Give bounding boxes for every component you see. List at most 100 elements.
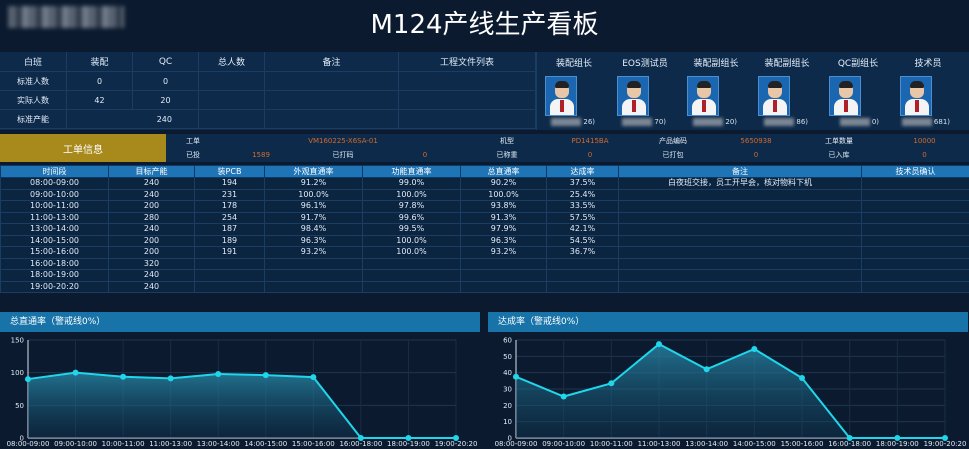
summary-cell <box>265 91 399 110</box>
column-header: 功能直通率 <box>362 165 461 178</box>
company-logo <box>8 6 124 28</box>
table-cell <box>264 257 363 270</box>
staff-panel: 装配组长 EOS测试员 装配副组长 装配副组长 QC副组长 技术员 26) 70… <box>536 52 969 130</box>
table-cell: 240 <box>108 269 195 282</box>
table-cell <box>618 211 862 224</box>
pass-rate-chart-svg: 0 50 100 150 08:00-09:00 09:00-10:00 10:00-11:… <box>7 337 478 449</box>
table-row: 09:00-10:00 240 231 100.0% 100.0% 100.0% 25.4% <box>0 188 969 201</box>
summary-cell: 0 <box>67 72 133 91</box>
staff-role: QC副组长 <box>837 59 879 69</box>
staff-role: 装配副组长 <box>693 59 739 69</box>
table-cell: 16:00-18:00 <box>0 257 109 270</box>
table-cell <box>460 257 547 270</box>
data-point <box>25 376 31 383</box>
table-cell: 178 <box>194 200 265 213</box>
y-tick-label: 50 <box>15 402 24 410</box>
work-order-label: 工单信息 <box>0 134 166 162</box>
data-point <box>846 435 853 441</box>
data-point <box>894 435 901 441</box>
technician-confirm-cell[interactable] <box>861 234 969 247</box>
x-tick-label: 11:00-13:00 <box>638 440 681 448</box>
file-list-cell[interactable] <box>399 110 536 129</box>
summary-cell <box>199 72 265 91</box>
technician-confirm-cell[interactable] <box>861 211 969 224</box>
technician-confirm-cell[interactable] <box>861 188 969 201</box>
technician-confirm-cell[interactable] <box>861 177 969 190</box>
table-row: 11:00-13:00 280 254 91.7% 99.6% 91.3% 57.5% <box>0 211 969 224</box>
y-tick-label: 0 <box>508 435 512 443</box>
staff-name: 26) <box>539 118 595 128</box>
series-line <box>515 342 945 439</box>
data-point <box>167 375 174 382</box>
page-title: M124产线生产看板 <box>370 10 599 40</box>
table-cell: 09:00-10:00 <box>0 188 109 201</box>
table-row: 19:00-20:20 240 <box>0 280 969 293</box>
staff-role: EOS测试员 <box>622 59 668 69</box>
x-tick-label: 08:00-09:00 <box>7 440 50 448</box>
technician-confirm-cell[interactable] <box>861 257 969 270</box>
table-cell: 15:00-16:00 <box>0 246 109 259</box>
table-cell <box>618 257 862 270</box>
table-cell: 19:00-20:20 <box>0 280 109 293</box>
staff-role: 技术员 <box>914 59 942 69</box>
summary-row-label: 标准产能 <box>0 110 67 129</box>
x-tick-label: 11:00-13:00 <box>149 440 192 448</box>
table-cell <box>264 269 363 282</box>
technician-confirm-cell[interactable] <box>861 280 969 293</box>
table-cell <box>618 188 862 201</box>
table-row: 10:00-11:00 200 178 96.1% 97.8% 93.8% 33.5% <box>0 200 969 213</box>
y-tick-label: 50 <box>503 353 512 361</box>
technician-confirm-cell[interactable] <box>861 223 969 236</box>
column-header: 外观直通率 <box>264 165 363 178</box>
order-key: 工单 <box>186 137 200 145</box>
table-cell: 194 <box>194 177 265 190</box>
table-cell: 96.3% <box>460 234 547 247</box>
data-point <box>405 435 412 441</box>
summary-header: QC <box>133 52 199 72</box>
x-tick-label: 16:00-18:00 <box>828 440 871 448</box>
table-cell: 231 <box>194 188 265 201</box>
staff-role: 装配组长 <box>555 59 592 69</box>
x-tick-label: 10:00-11:00 <box>102 440 145 448</box>
table-cell: 99.5% <box>362 223 461 236</box>
table-cell: 11:00-13:00 <box>0 211 109 224</box>
order-key: 已打包 <box>662 151 684 159</box>
column-header: 备注 <box>618 165 862 178</box>
table-cell: 90.2% <box>460 177 547 190</box>
column-header: 达成率 <box>546 165 619 178</box>
file-list-cell[interactable] <box>399 72 536 91</box>
technician-confirm-cell[interactable] <box>861 246 969 259</box>
staff-name: 681) <box>894 118 950 128</box>
staff-name: 20) <box>681 118 737 128</box>
technician-confirm-cell[interactable] <box>861 200 969 213</box>
x-tick-label: 09:00-10:00 <box>542 440 585 448</box>
y-tick-label: 40 <box>503 369 512 377</box>
data-point <box>656 341 662 348</box>
x-tick-label: 15:00-16:00 <box>781 440 824 448</box>
table-cell: 93.8% <box>460 200 547 213</box>
summary-row-label: 实际人数 <box>0 91 67 110</box>
table-cell: 13:00-14:00 <box>0 223 109 236</box>
summary-cell: 0 <box>133 72 199 91</box>
table-cell: 54.5% <box>546 234 619 247</box>
staff-name: 70) <box>610 118 666 128</box>
y-tick-label: 60 <box>503 337 512 345</box>
table-row: 15:00-16:00 200 191 93.2% 100.0% 93.2% 36.7% <box>0 246 969 259</box>
order-key: 工单数量 <box>825 137 853 145</box>
data-point <box>120 373 127 380</box>
summary-cell <box>265 110 399 129</box>
table-cell <box>546 269 619 282</box>
table-row: 14:00-15:00 200 189 96.3% 100.0% 96.3% 54.5% <box>0 234 969 247</box>
summary-row: 实际人数 42 20 <box>0 91 536 110</box>
technician-confirm-cell[interactable] <box>861 269 969 282</box>
chart-title: 达成率（警戒线0%） <box>488 312 968 332</box>
order-value: PD1415BA <box>571 137 609 145</box>
order-key: 已打码 <box>332 151 354 159</box>
summary-cell <box>199 91 265 110</box>
table-cell: 100.0% <box>460 188 547 201</box>
table-cell: 91.7% <box>264 211 363 224</box>
work-order-bar: 工单信息 工单 VM160225-X6SA-01 机型 PD1415BA 产品编… <box>0 134 969 162</box>
x-tick-label: 15:00-16:00 <box>292 440 335 448</box>
table-cell <box>618 223 862 236</box>
file-list-cell[interactable] <box>399 91 536 110</box>
